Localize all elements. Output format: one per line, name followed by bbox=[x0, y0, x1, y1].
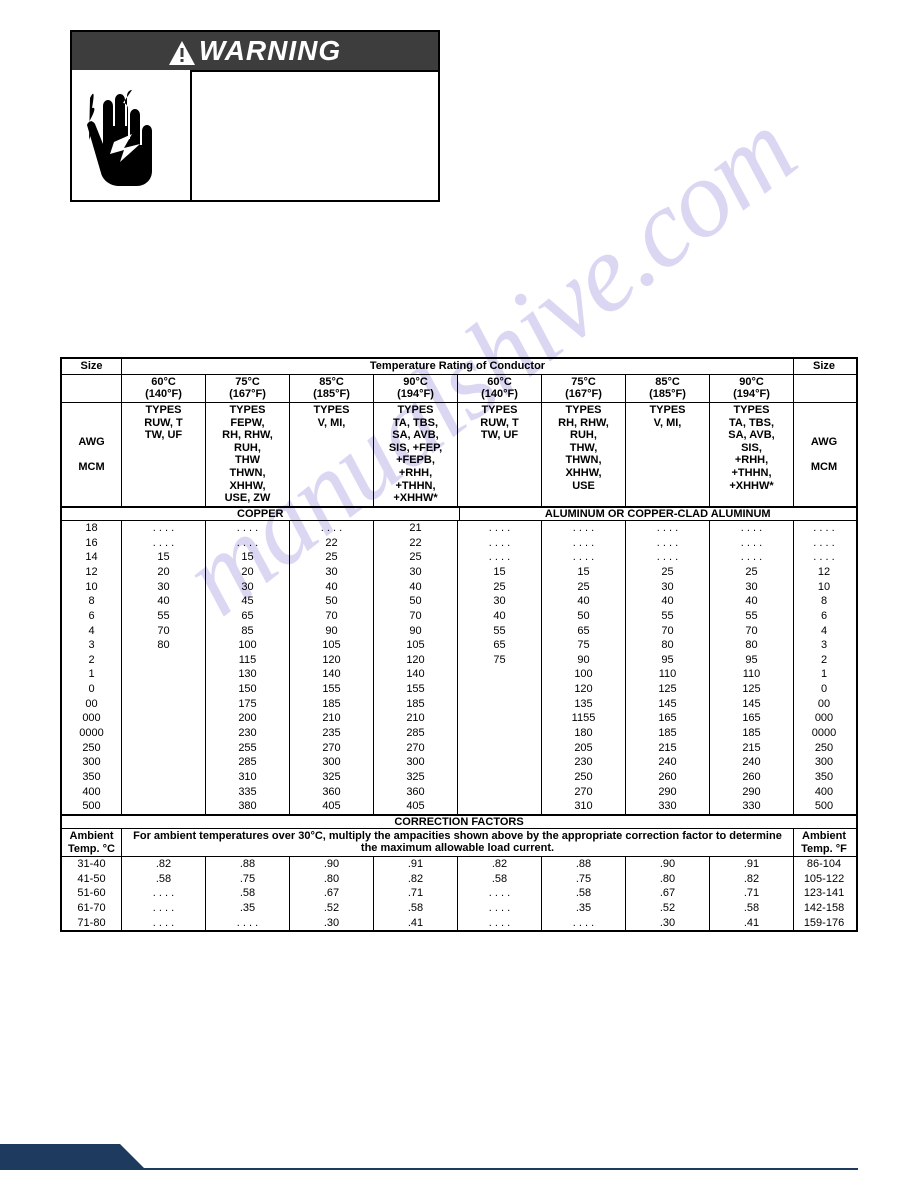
table-row: 0002002102101155165165000 bbox=[62, 711, 856, 726]
correction-row: 31-40.82.88.90.91.82.88.90.9186-104 bbox=[62, 857, 856, 872]
table-row: 2115120120759095952 bbox=[62, 653, 856, 668]
table-row: 16. . . .. . . .2222. . . .. . . .. . . … bbox=[62, 536, 856, 551]
table-row: 655657070405055556 bbox=[62, 609, 856, 624]
warning-title: WARNING bbox=[199, 35, 341, 66]
alert-triangle-icon bbox=[169, 41, 195, 65]
table-row: 10303040402525303010 bbox=[62, 580, 856, 595]
table-row: 300285300300230240240300 bbox=[62, 755, 856, 770]
table-row: 470859090556570704 bbox=[62, 624, 856, 639]
warning-header: WARNING bbox=[72, 32, 438, 70]
material-band: COPPER ALUMINUM OR COPPER-CLAD ALUMINUM bbox=[62, 507, 856, 521]
table-row: 01501551551201251250 bbox=[62, 682, 856, 697]
header-size-right: Size bbox=[794, 359, 854, 374]
header-temp-title: Temperature Rating of Conductor bbox=[122, 359, 794, 374]
table-row: 400335360360270290290400 bbox=[62, 785, 856, 800]
types-row: AWG MCM TYPES RUW, T TW, UF TYPES FEPW, … bbox=[62, 403, 856, 507]
header-size-left: Size bbox=[62, 359, 122, 374]
table-row: 00002302352851801851850000 bbox=[62, 726, 856, 741]
correction-header: Ambient Temp. °C For ambient temperature… bbox=[62, 829, 856, 857]
table-row: 500380405405310330330500 bbox=[62, 799, 856, 815]
correction-row: 61-70. . . ..35.52.58. . . ..35.52.58142… bbox=[62, 901, 856, 916]
temp-row: 60°C(140°F) 75°C(167°F) 85°C(185°F) 90°C… bbox=[62, 375, 856, 403]
shock-hand-icon-cell bbox=[72, 70, 192, 200]
correction-row: 41-50.58.75.80.82.58.75.80.82105-122 bbox=[62, 872, 856, 887]
warning-text-area bbox=[192, 70, 438, 200]
footer-shape bbox=[0, 1144, 120, 1170]
correction-row: 51-60. . . ..58.67.71. . . ..58.67.71123… bbox=[62, 886, 856, 901]
table-row: 11301401401001101101 bbox=[62, 667, 856, 682]
table-row: 350310325325250260260350 bbox=[62, 770, 856, 785]
table-row: 0017518518513514514500 bbox=[62, 697, 856, 712]
warning-box: WARNING bbox=[70, 30, 440, 202]
table-row: 840455050304040408 bbox=[62, 594, 856, 609]
table-row: 12202030301515252512 bbox=[62, 565, 856, 580]
table-row: 380100105105657580803 bbox=[62, 638, 856, 653]
electric-shock-hand-icon bbox=[84, 80, 179, 190]
table-row: 18. . . .. . . .. . . .21. . . .. . . ..… bbox=[62, 521, 856, 536]
correction-row: 71-80. . . .. . . ..30.41. . . .. . . ..… bbox=[62, 916, 856, 931]
table-row: 1415152525. . . .. . . .. . . .. . . .. … bbox=[62, 550, 856, 565]
correction-title: CORRECTION FACTORS bbox=[62, 815, 856, 829]
table-row: 250255270270205215215250 bbox=[62, 741, 856, 756]
ampacity-table: Size Temperature Rating of Conductor Siz… bbox=[60, 357, 858, 932]
